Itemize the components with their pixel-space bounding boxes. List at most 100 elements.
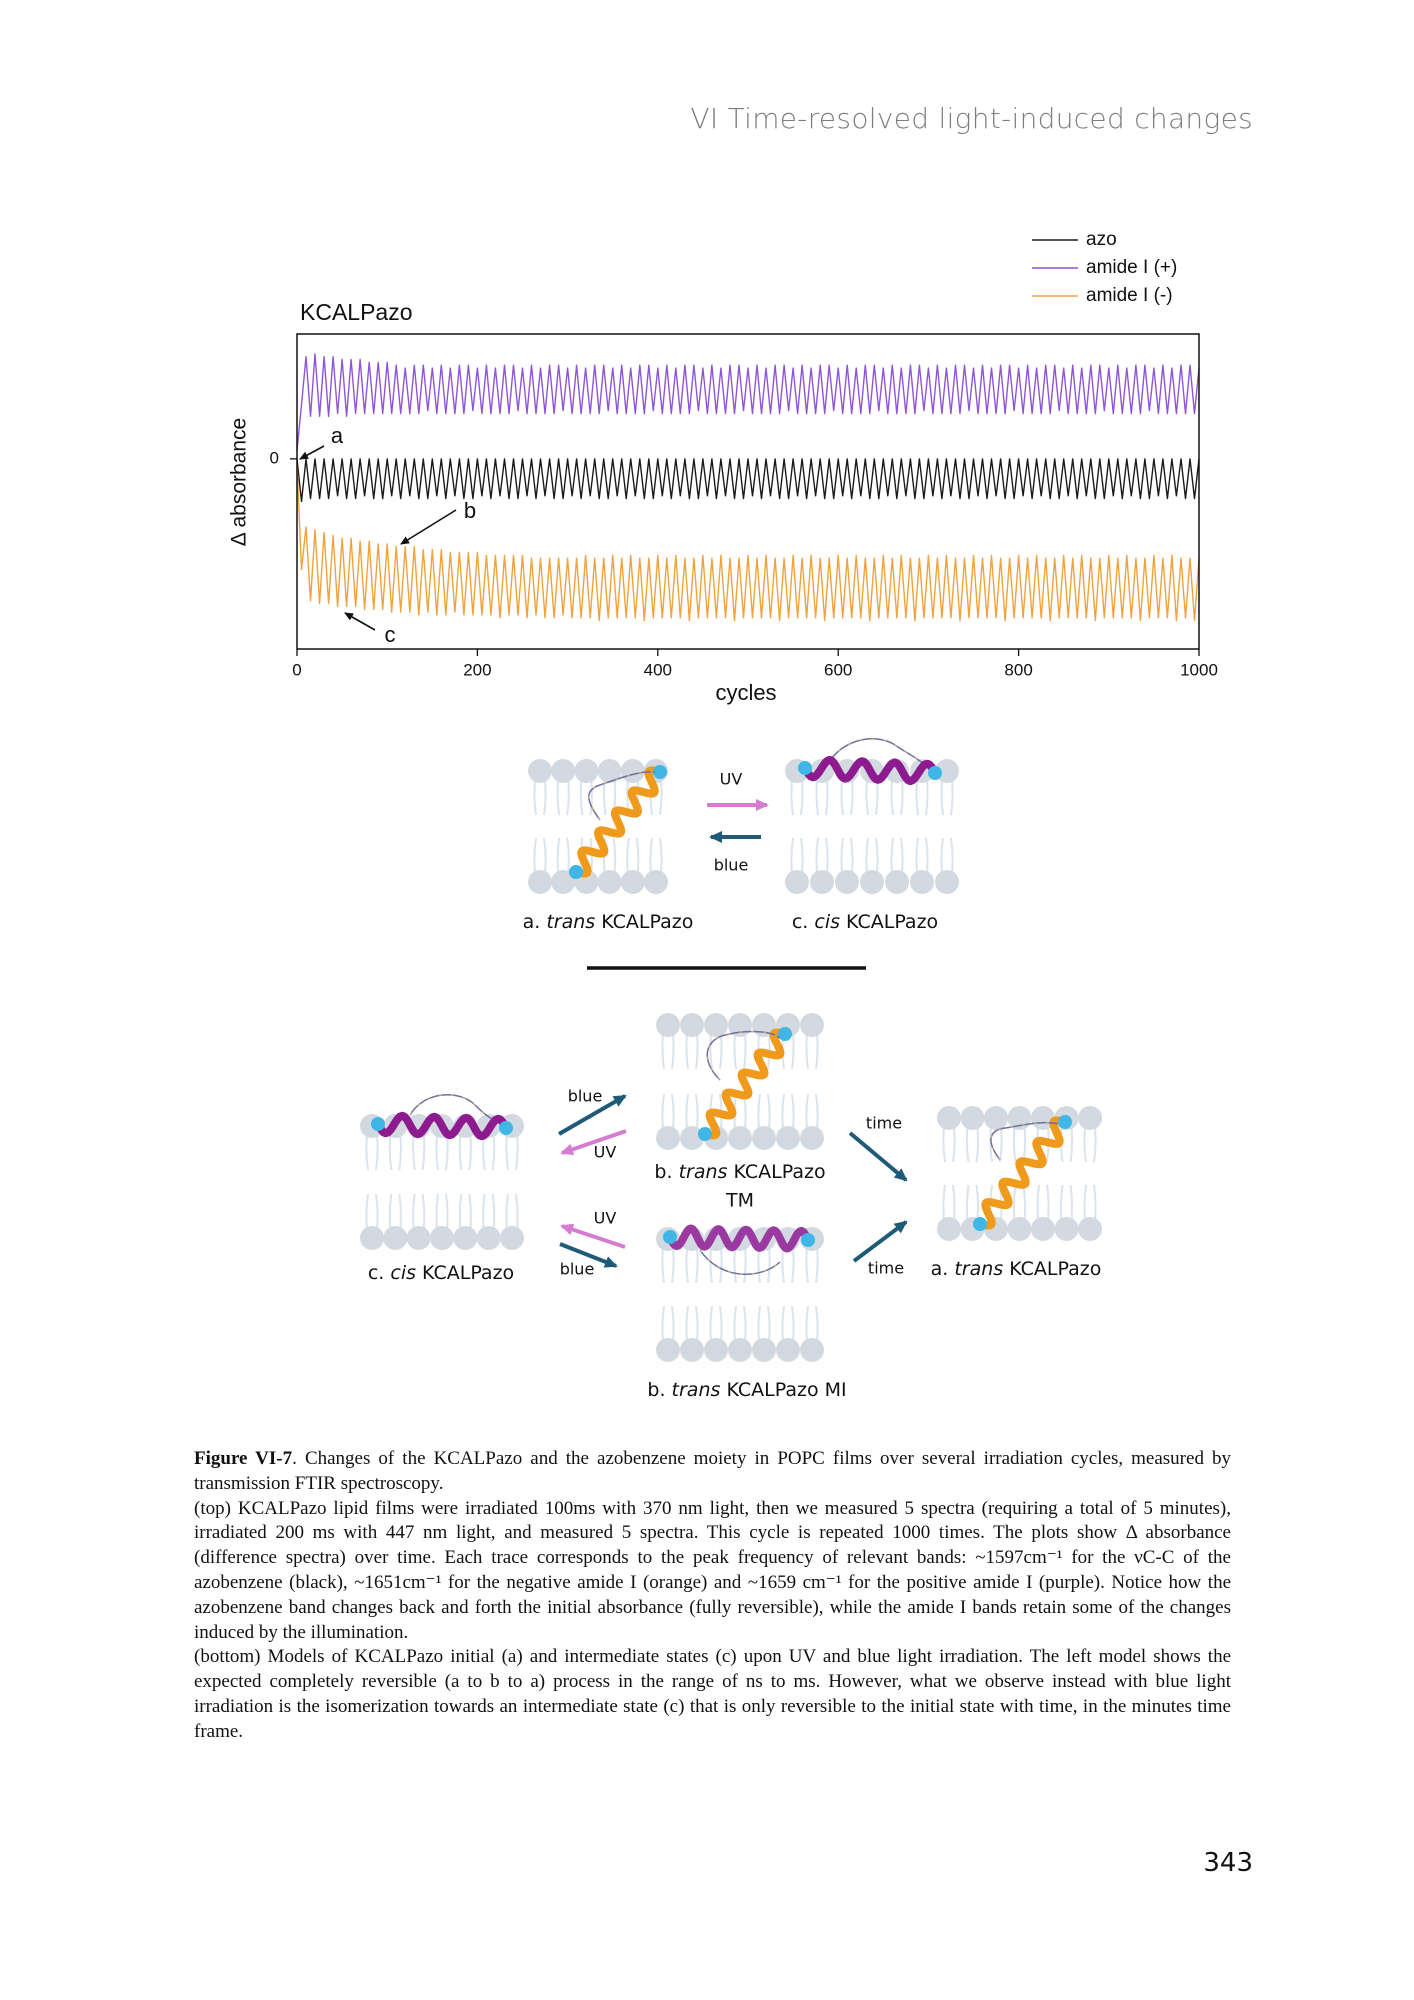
state-label: c. cis KCALPazo [368,1262,514,1284]
helix-end [499,1121,513,1135]
x-tick-label: 800 [1004,660,1032,679]
state-label: b. trans KCALPazo MI [647,1379,846,1401]
helix-end [778,1027,792,1041]
arrow-label: blue [568,1087,603,1106]
chart: KCALPazo cycles Δ absorbance 0 200 400 600 8… [228,229,1218,705]
lipid-head [752,1338,776,1362]
loop-ring [409,1094,501,1123]
lipid-head [680,1013,704,1037]
caption-first: Figure VI-7. Changes of the KCALPazo and… [194,1447,1231,1497]
arrow-label: time [868,1259,904,1278]
lipid-head [704,1013,728,1037]
state-isomer: trans [672,1379,721,1401]
lipid-head [1031,1217,1055,1241]
lipid-head [937,1106,961,1130]
caption-paragraph: (bottom) Models of KCALPazo initial (a) … [194,1646,1231,1742]
state-name: KCALPazo [733,1161,825,1183]
chart-title: KCALPazo [300,299,413,325]
x-tick-label: 200 [463,660,491,679]
helix-end [698,1127,712,1141]
lipid-head [528,870,552,894]
lipid-head [776,1126,800,1150]
helix [374,1111,510,1141]
annotation-arrow [400,509,457,545]
lipid-head [937,1217,961,1241]
lipid-head [430,1226,454,1250]
state-label: c. cis KCALPazo [792,911,938,933]
arrow-label: time [866,1114,902,1133]
lipid-head [680,1126,704,1150]
x-tick-label: 400 [644,660,672,679]
lipid-head [644,870,668,894]
helix-end [928,766,942,780]
data-line [296,353,1200,451]
lipid-head [500,1226,524,1250]
helix-end [371,1117,385,1131]
lipid-head [960,1106,985,1130]
arrow [848,1131,908,1182]
data-line [296,464,1200,622]
state-name: KCALPazo MI [726,1379,846,1401]
lipid-head [728,1338,752,1362]
lipid-head [597,759,622,783]
state-suffix: TM [725,1190,754,1212]
state-label: a. trans KCALPazo [523,911,694,933]
page-number: 343 [1203,1848,1253,1878]
lipid-head [476,1226,501,1250]
lipid-head [453,1226,478,1250]
loop-ring [588,771,656,821]
annotation: c [385,622,396,647]
y-axis-label: Δ absorbance [228,418,251,546]
lipid-head [910,870,934,894]
lipid-head [935,759,959,783]
lipid-head [1007,1217,1032,1241]
lipid-head [551,759,576,783]
state-name: KCALPazo [846,911,938,933]
helix-end [798,761,812,775]
helix [572,766,664,878]
lipid-head [1078,1217,1102,1241]
caption-intro: . Changes of the KCALPazo and the azoben… [194,1448,1231,1494]
lipid-head [1031,1106,1055,1130]
lipid-head [656,1013,680,1037]
legend-label: azo [1086,229,1117,250]
state-isomer: trans [679,1161,728,1183]
state-prefix: c. [792,911,809,933]
helix-end [1058,1115,1072,1129]
lipid-head [984,1106,1008,1130]
lipid-head [800,1013,824,1037]
helix-end [801,1233,815,1247]
lipid-head [383,1226,408,1250]
state-prefix: b. [647,1379,665,1401]
annotation: b [464,498,476,523]
lipid-head [810,870,834,894]
x-tick-label: 0 [292,660,301,679]
lipid-head [860,870,884,894]
lipid-head [728,1126,752,1150]
state-prefix: a. [523,911,541,933]
annotation-arrow [299,445,325,460]
lipid-head [935,870,959,894]
state-prefix: c. [368,1262,385,1284]
lipid-head [528,759,552,783]
arrow-label: UV [594,1209,617,1228]
loop-ring [699,1249,781,1275]
lipid-head [574,759,599,783]
lipid-head [656,1338,680,1362]
annotation-arrow [344,612,376,631]
annotation: a [331,423,344,448]
running-title: VI Time-resolved light-induced changes [690,102,1253,135]
lipid-head [620,759,645,783]
arrow [559,1242,618,1268]
state-prefix: b. [654,1161,672,1183]
legend-label: amide I (-) [1086,285,1173,306]
loop [699,1249,781,1276]
helix-end [663,1230,677,1244]
lipid-head [1078,1106,1102,1130]
lipid-head [360,1226,384,1250]
lipid-head [776,1338,800,1362]
state-isomer: cis [390,1262,416,1284]
state-name: KCALPazo [1009,1258,1101,1280]
